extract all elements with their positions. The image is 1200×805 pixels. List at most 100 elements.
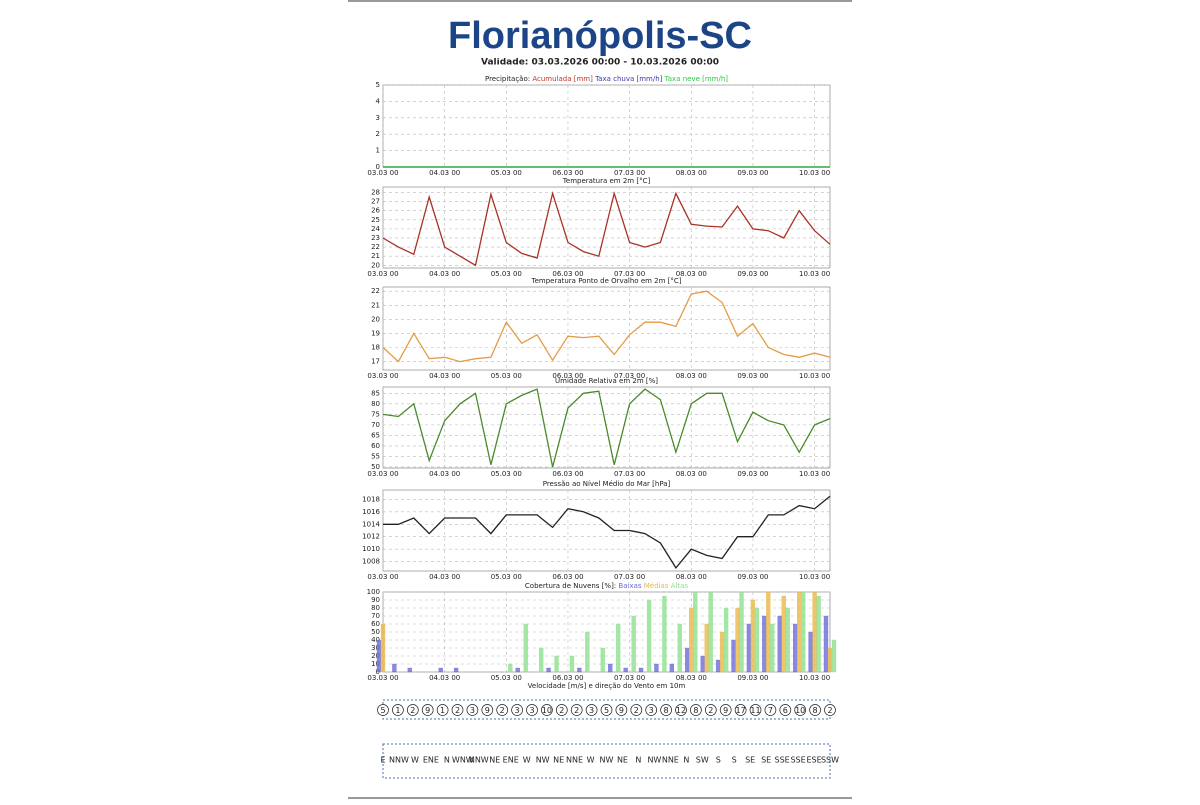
speed-label: 8 [813, 706, 818, 715]
speed-marker [541, 704, 553, 716]
speed-marker [704, 704, 717, 716]
cloud-bar [677, 623, 683, 673]
cloud-bar [623, 667, 628, 673]
x-tick-label: 08.03 00 [676, 169, 707, 177]
y-tick-label: 25 [371, 216, 380, 224]
cloud-bar [585, 631, 590, 673]
y-tick-label: 22 [371, 287, 380, 295]
x-tick-label: 08.03 00 [676, 270, 707, 278]
x-tick-label: 05.03 00 [491, 270, 522, 278]
cloud-bar [777, 615, 782, 673]
cloud-bar [816, 595, 821, 673]
cloud-bar [797, 591, 802, 673]
x-tick-label: 04.03 00 [429, 270, 460, 278]
x-tick-label: 06.03 00 [552, 169, 583, 177]
x-tick-label: 03.03 00 [367, 372, 398, 380]
cloud-bar [739, 591, 744, 673]
y-tick-label: 50 [371, 463, 380, 471]
cloud-bar [685, 647, 690, 673]
legend-entry: Acumulada [mm] [532, 75, 593, 83]
panel-title-text: Temperatura em 2m [°C] [562, 177, 651, 185]
speed-label: 2 [574, 706, 579, 715]
cloud-bar [654, 663, 659, 673]
cloud-bar [380, 623, 386, 673]
y-tick-label: 1016 [362, 508, 380, 516]
x-tick-label: 10.03 00 [799, 270, 830, 278]
y-tick-label: 100 [367, 588, 380, 596]
x-tick-label: 05.03 00 [491, 573, 522, 581]
y-tick-label: 10 [371, 660, 380, 668]
direction-label: E [380, 756, 385, 765]
cloud-bar [719, 631, 725, 673]
y-tick-label: 50 [371, 628, 380, 636]
cloud-bar [827, 647, 833, 673]
y-tick-label: 4 [376, 97, 381, 105]
speed-label: 8 [693, 706, 698, 715]
cloud-bar [608, 663, 613, 673]
direction-label: NW [600, 756, 614, 765]
cloud-bar [785, 607, 790, 673]
title-backdrop [440, 12, 760, 58]
panel-title: Pressão ao Nível Médio do Mar [hPa] [543, 480, 671, 488]
speed-marker [421, 704, 434, 716]
cloud-bar [577, 667, 582, 673]
x-tick-label: 04.03 00 [429, 169, 460, 177]
panel-title: Umidade Relativa em 2m [%] [555, 377, 658, 385]
speed-marker [734, 704, 747, 716]
y-tick-label: 40 [371, 636, 380, 644]
x-tick-label: 09.03 00 [737, 169, 768, 177]
speed-marker [764, 704, 777, 716]
speed-label: 3 [529, 706, 534, 715]
x-tick-label: 08.03 00 [676, 674, 707, 682]
cloud-bar [453, 667, 459, 673]
page-title: Florianópolis-SC [448, 15, 752, 57]
speed-label: 11 [750, 706, 760, 715]
x-tick-label: 06.03 00 [552, 470, 583, 478]
direction-label: NE [617, 756, 628, 765]
y-tick-label: 1 [376, 147, 380, 155]
speed-marker [466, 704, 479, 716]
direction-frame [382, 743, 831, 779]
speed-marker [719, 704, 732, 716]
y-tick-label: 60 [371, 620, 380, 628]
speed-label: 3 [515, 706, 520, 715]
series-line [382, 388, 831, 468]
x-tick-label: 10.03 00 [799, 573, 830, 581]
direction-label: SSE [790, 756, 805, 765]
direction-label: SW [696, 756, 709, 765]
cloud-bar [438, 667, 443, 673]
speed-marker [392, 704, 404, 716]
cloud-bar [538, 647, 544, 673]
cloud-bar [766, 591, 771, 673]
direction-label: ENE [503, 756, 519, 765]
y-tick-label: 20 [371, 261, 380, 269]
cloud-bar [689, 607, 694, 673]
y-tick-label: 90 [371, 596, 380, 604]
x-tick-label: 05.03 00 [491, 470, 522, 478]
speed-label: 2 [634, 706, 639, 715]
cloud-bar [704, 623, 709, 673]
direction-label: NNW [389, 756, 409, 765]
cloud-bar [801, 591, 806, 673]
cloud-bar [646, 599, 652, 673]
direction-label: ENE [423, 756, 439, 765]
direction-label: NNW [469, 756, 489, 765]
y-tick-label: 80 [371, 400, 380, 408]
x-tick-label: 09.03 00 [737, 573, 768, 581]
speed-label: 3 [470, 706, 475, 715]
speed-marker [481, 704, 494, 716]
x-tick-label: 09.03 00 [737, 674, 768, 682]
speed-marker [377, 704, 389, 716]
cloud-bar [638, 667, 644, 673]
cloud-bar [781, 595, 786, 673]
x-tick-label: 05.03 00 [491, 674, 522, 682]
cloud-bar [662, 595, 667, 673]
y-tick-label: 24 [371, 225, 380, 233]
speed-label: 2 [410, 706, 415, 715]
speed-marker [630, 704, 643, 716]
direction-label: NNE [566, 756, 583, 765]
direction-label: S [716, 756, 721, 765]
speed-label: 1 [395, 706, 400, 715]
direction-label: NE [553, 756, 564, 765]
speed-label: 5 [604, 706, 609, 715]
